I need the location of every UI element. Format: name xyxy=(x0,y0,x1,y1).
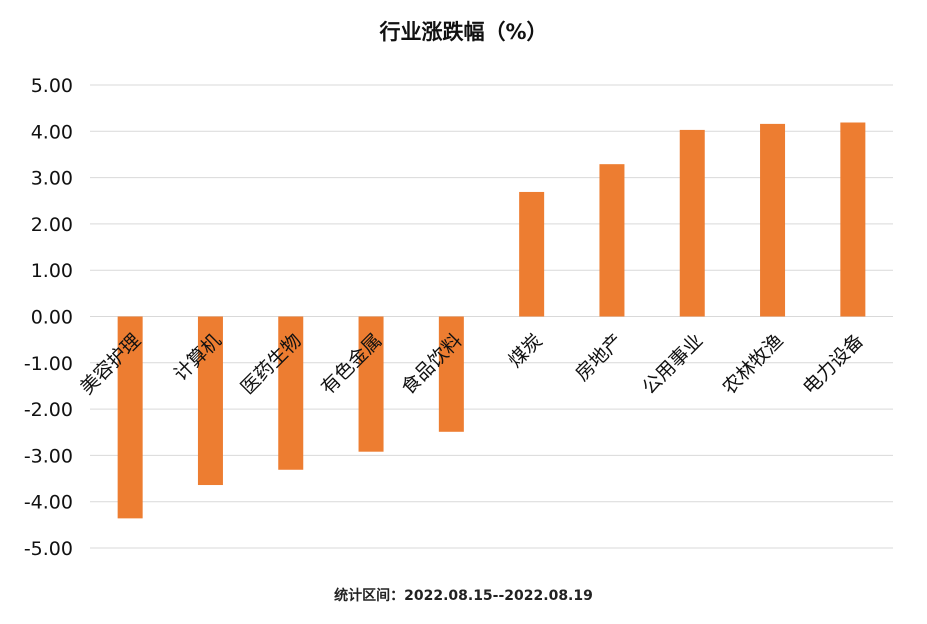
bar-6 xyxy=(519,191,545,317)
bar-5 xyxy=(438,316,464,432)
bar-7 xyxy=(599,164,625,317)
y-tick-label: -4.00 xyxy=(24,492,73,514)
bars xyxy=(117,122,866,519)
bar-8 xyxy=(679,129,705,317)
category-label: 房地产 xyxy=(571,330,627,386)
bar-10 xyxy=(840,122,866,317)
y-tick-label: -2.00 xyxy=(24,399,73,421)
category-label: 农林牧渔 xyxy=(718,330,787,399)
y-tick-label: -5.00 xyxy=(24,538,73,560)
date-range-note: 统计区间：2022.08.15--2022.08.19 xyxy=(334,588,593,604)
y-tick-label: -1.00 xyxy=(24,353,73,375)
category-labels: 美容护理 计算机 医药生物 有色金属 食品饮料 煤炭 房地产 公用事业 农林牧渔 电力设备 xyxy=(76,330,868,399)
bar-1 xyxy=(117,316,143,519)
y-tick-label: -3.00 xyxy=(24,445,73,467)
y-tick-label: 1.00 xyxy=(31,260,73,282)
y-tick-label: 2.00 xyxy=(31,214,73,236)
gridlines xyxy=(90,84,893,549)
category-label: 电力设备 xyxy=(799,330,868,399)
category-label: 煤炭 xyxy=(504,330,546,372)
y-tick-label: 3.00 xyxy=(31,168,73,190)
category-label: 公用事业 xyxy=(638,330,707,399)
y-tick-label: 0.00 xyxy=(31,307,73,329)
bar-2 xyxy=(197,316,223,486)
chart-title: 行业涨跌幅（%） xyxy=(379,20,548,44)
bar-9 xyxy=(760,123,786,317)
y-tick-label: 4.00 xyxy=(31,121,73,143)
y-axis-ticks: 5.00 4.00 3.00 2.00 1.00 0.00 -1.00 -2.00 -3.00 -… xyxy=(24,75,73,560)
bar-3 xyxy=(278,316,304,470)
bar-4 xyxy=(358,316,384,452)
y-tick-label: 5.00 xyxy=(31,75,73,97)
